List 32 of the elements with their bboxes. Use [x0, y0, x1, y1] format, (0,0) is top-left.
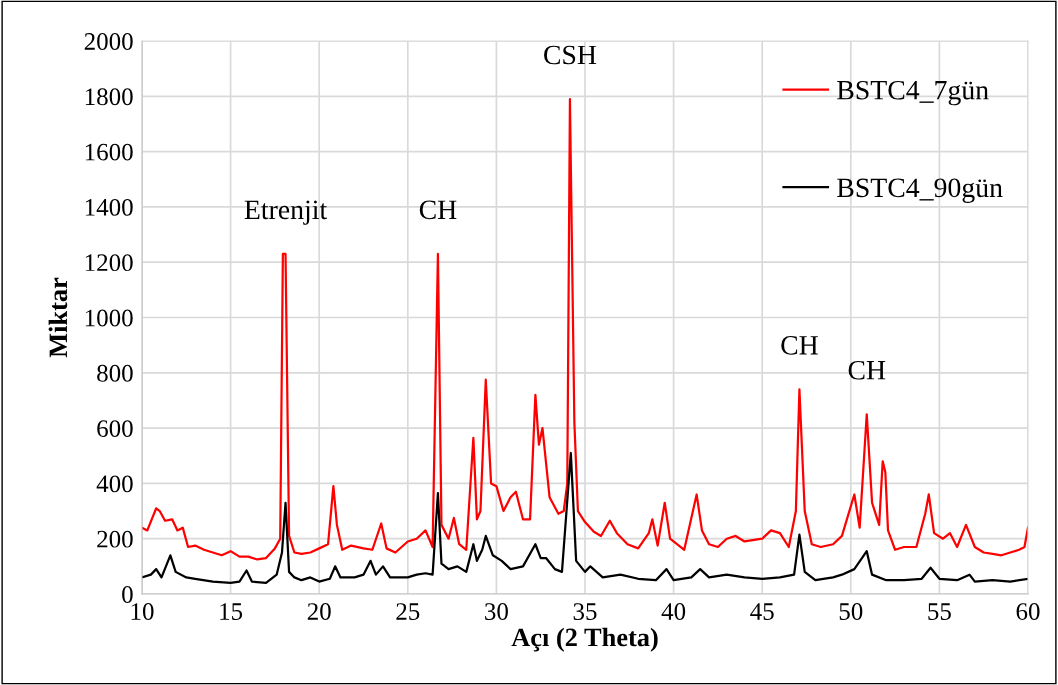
legend-label: BSTC4_7gün — [837, 80, 989, 106]
y-tick-label: 1000 — [85, 309, 133, 327]
y-tick-label: 600 — [97, 420, 133, 438]
line-series — [142, 451, 1028, 585]
x-axis-title: Açı (2 Theta) — [511, 627, 658, 652]
x-tick-label: 35 — [573, 603, 597, 620]
x-tick-label: 50 — [839, 603, 863, 620]
x-tick-label: 55 — [928, 603, 951, 620]
x-tick-label: 45 — [750, 603, 774, 620]
x-tick-label: 60 — [1016, 603, 1040, 620]
y-tick-label: 200 — [97, 530, 133, 548]
annotation: CH — [419, 200, 457, 220]
y-tick-label: 0 — [122, 586, 133, 603]
x-tick-label: 20 — [307, 603, 331, 620]
annotation: CH — [781, 336, 818, 355]
annotation: CSH — [544, 45, 597, 65]
annotation: Etrenjit — [244, 200, 328, 225]
y-tick-label: 1400 — [85, 198, 133, 216]
x-tick-label: 15 — [220, 603, 243, 620]
legend-label: BSTC4_90gün — [837, 178, 1003, 203]
y-tick-label: 1600 — [85, 143, 133, 161]
y-tick-label: 800 — [97, 364, 133, 382]
x-tick-label: 10 — [131, 603, 154, 620]
y-tick-label: 1800 — [85, 88, 133, 106]
y-tick-label: 1200 — [85, 254, 133, 272]
x-tick-label: 25 — [396, 603, 420, 620]
y-tick-label: 400 — [96, 475, 133, 493]
y-axis-title: Miktar — [48, 277, 68, 358]
y-tick-label: 2000 — [84, 33, 133, 50]
annotation: CH — [848, 360, 886, 380]
x-tick-label: 30 — [485, 603, 508, 620]
x-tick-label: 40 — [661, 603, 686, 620]
